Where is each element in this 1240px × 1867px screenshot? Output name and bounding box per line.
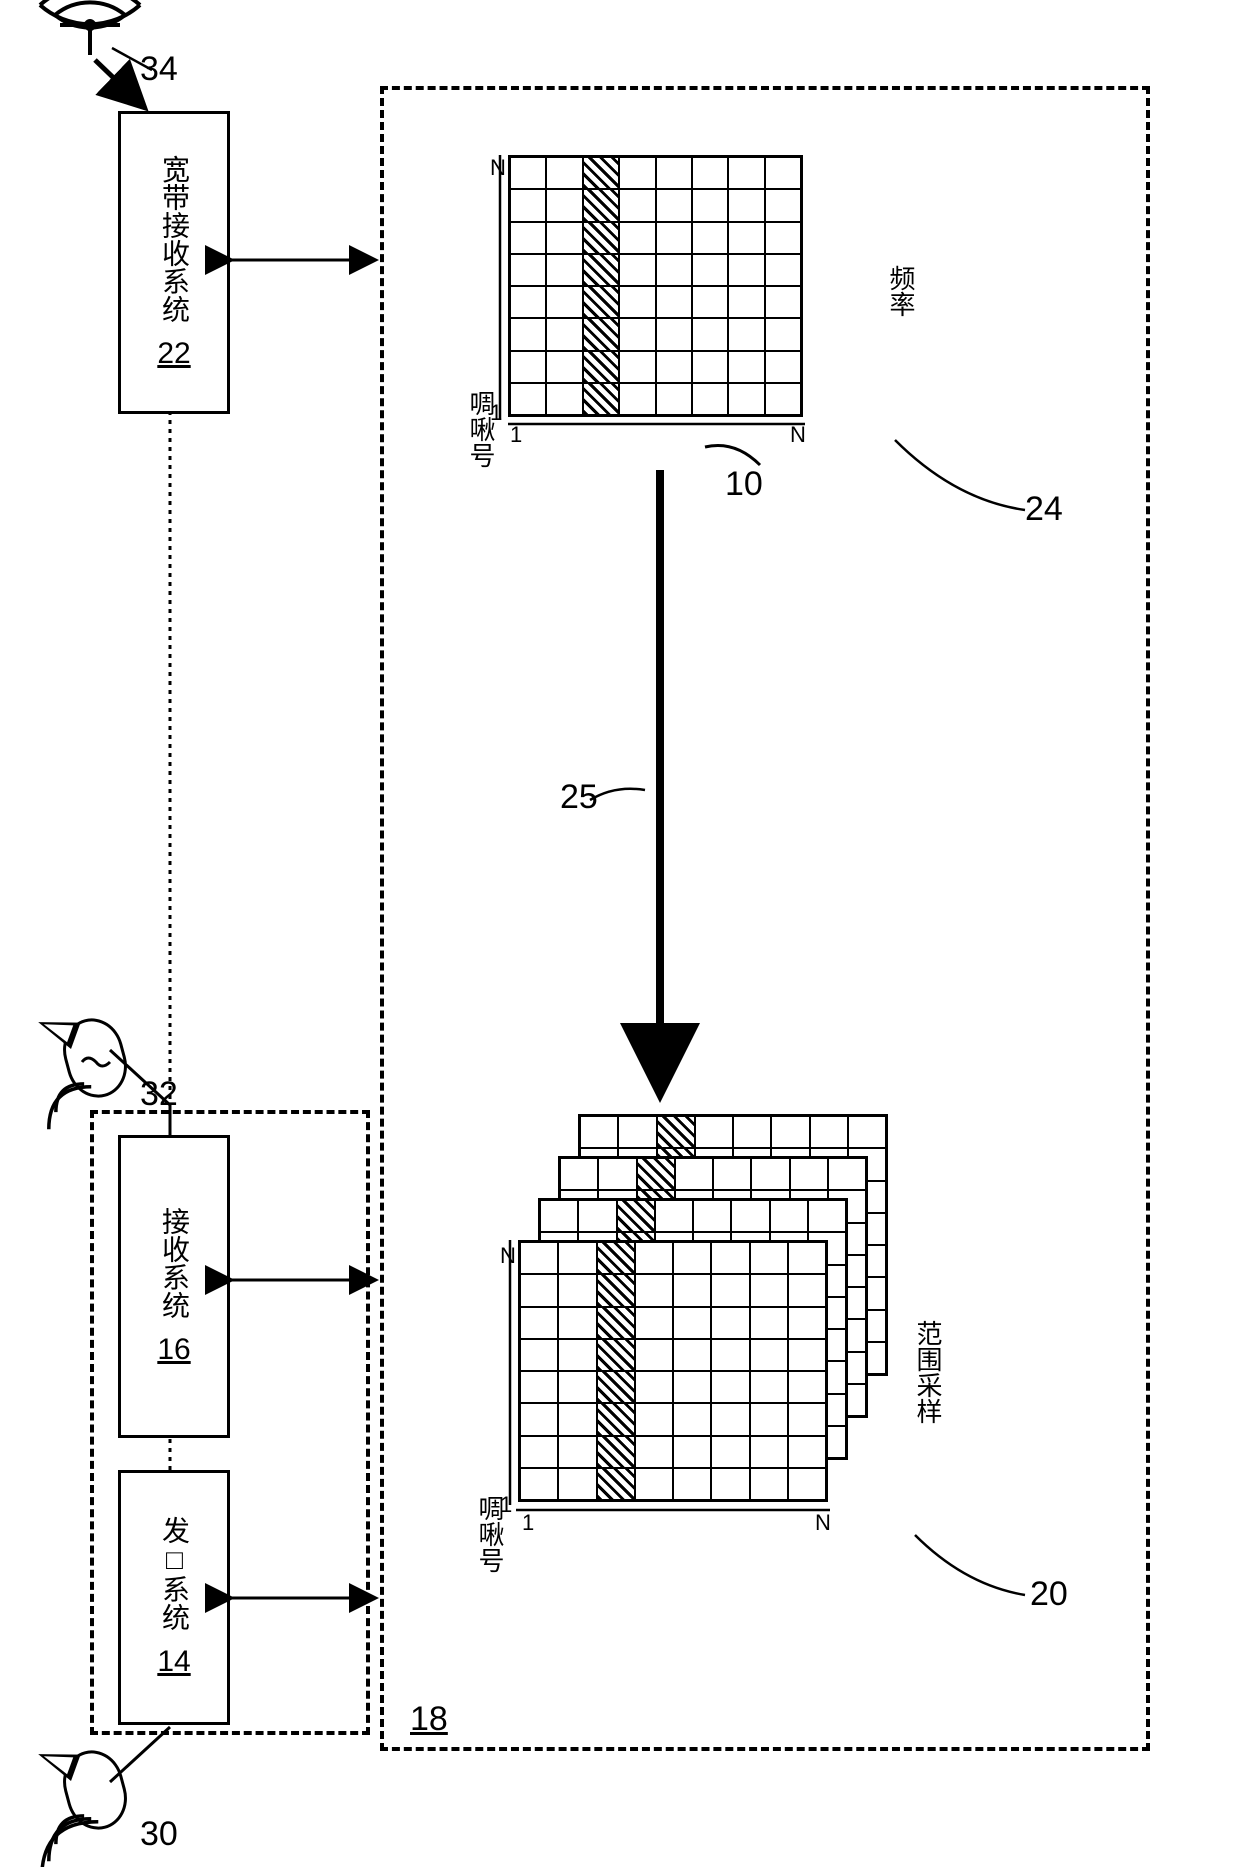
ref-34: 34 — [140, 50, 178, 89]
tx-label: 发□系统 — [154, 1516, 194, 1631]
rx-num: 16 — [157, 1333, 190, 1367]
rx-label-wrap: 接收系统 16 — [121, 1138, 227, 1435]
cube-ax-1b: 1 — [522, 1510, 534, 1536]
cube-ax-1a: 1 — [500, 1492, 512, 1518]
matrix-ax-1b: 1 — [510, 422, 522, 448]
ref-24: 24 — [1025, 490, 1063, 529]
ref-30: 30 — [140, 1815, 178, 1854]
antenna-32 — [65, 1018, 125, 1098]
rx-system-box: 接收系统 16 — [118, 1135, 230, 1438]
ref-32: 32 — [140, 1075, 178, 1114]
figure-canvas: 10 12 发□系统 14 接收系统 16 宽带接收系统 22 18 30 32 — [0, 0, 1240, 1867]
matrix-axis-freq: 频率 — [883, 265, 920, 317]
tx-num: 14 — [157, 1645, 190, 1679]
wb-rx-box: 宽带接收系统 22 — [118, 111, 230, 414]
wb-rx-label: 宽带接收系统 — [154, 155, 194, 323]
cube-axis-range: 范围采样 — [910, 1320, 947, 1424]
tx-system-box: 发□系统 14 — [118, 1470, 230, 1725]
matrix-24 — [508, 155, 803, 417]
cube-layer-1 — [518, 1240, 828, 1502]
rx-label: 接收系统 — [154, 1207, 194, 1319]
matrix-ax-Nb: N — [790, 422, 806, 448]
cube-ax-Na: N — [500, 1243, 516, 1269]
antenna-30 — [65, 1750, 125, 1830]
matrix-ax-1a: 1 — [490, 400, 502, 426]
matrix-ax-Na: N — [490, 155, 506, 181]
ref-25: 25 — [560, 778, 598, 817]
wb-rx-label-wrap: 宽带接收系统 22 — [121, 114, 227, 411]
ref-20: 20 — [1030, 1575, 1068, 1614]
wb-rx-num: 22 — [157, 337, 190, 371]
tx-label-wrap: 发□系统 14 — [121, 1473, 227, 1722]
ref-18: 18 — [410, 1700, 448, 1739]
cube-ax-Nb: N — [815, 1510, 831, 1536]
